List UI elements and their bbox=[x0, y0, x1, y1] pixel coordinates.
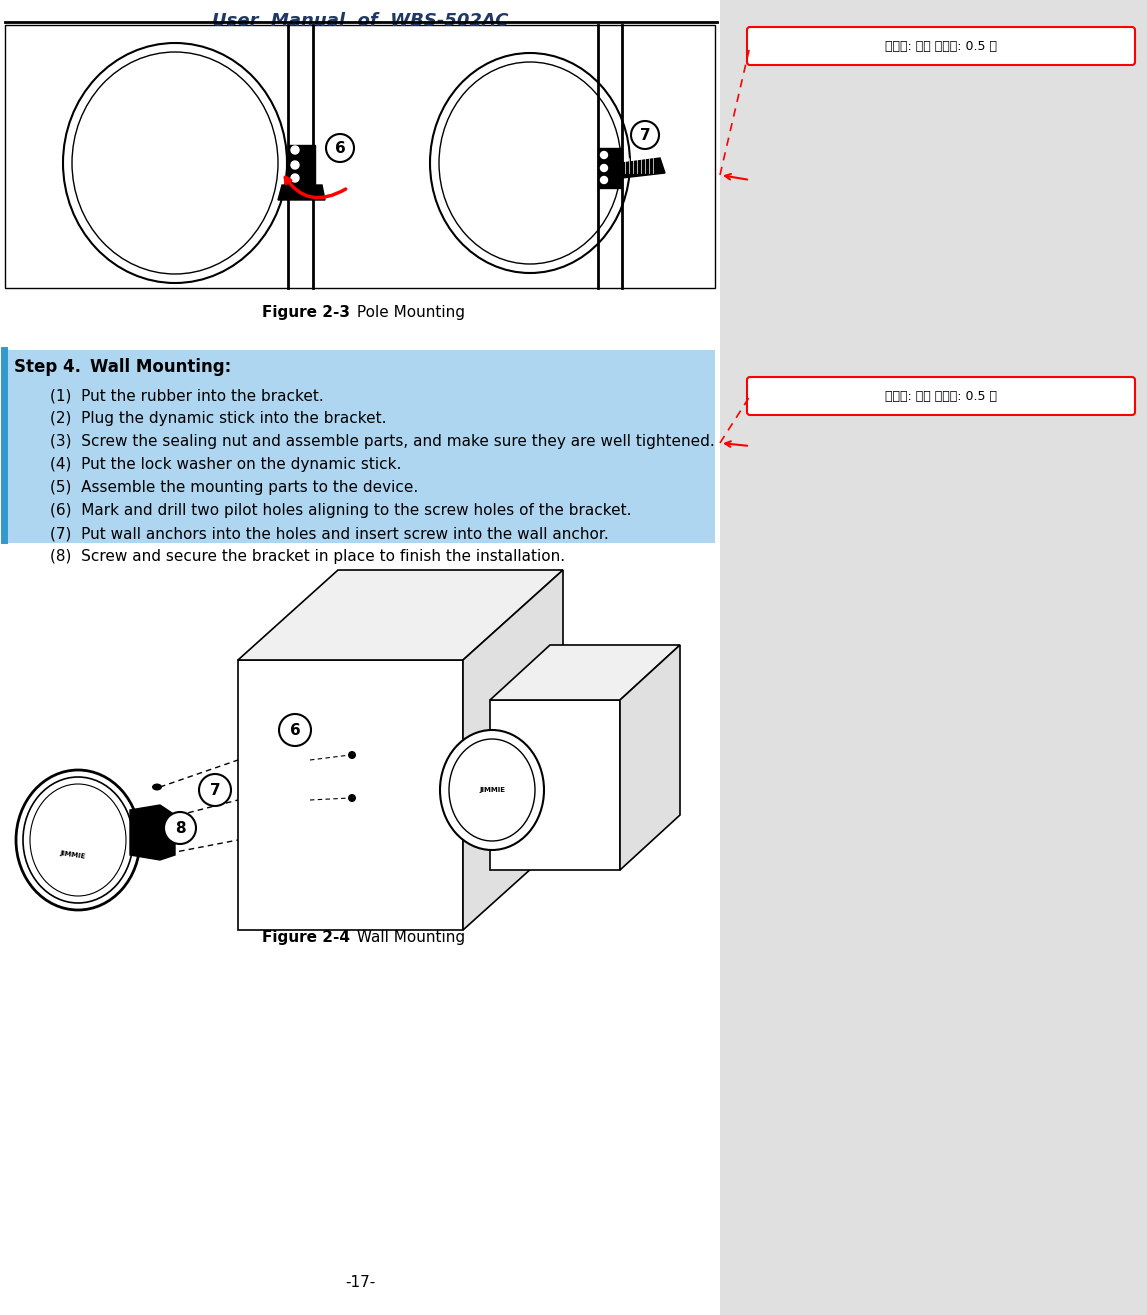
FancyBboxPatch shape bbox=[747, 28, 1136, 64]
Ellipse shape bbox=[153, 852, 162, 859]
FancyBboxPatch shape bbox=[720, 0, 1147, 1315]
Circle shape bbox=[631, 121, 660, 149]
Text: 6: 6 bbox=[335, 141, 345, 155]
Text: (3)  Screw the sealing nut and assemble parts, and make sure they are well tight: (3) Screw the sealing nut and assemble p… bbox=[50, 434, 715, 448]
Ellipse shape bbox=[153, 817, 162, 823]
Ellipse shape bbox=[440, 730, 544, 849]
Polygon shape bbox=[490, 700, 621, 871]
Text: 7: 7 bbox=[210, 782, 220, 797]
Circle shape bbox=[348, 794, 356, 802]
Circle shape bbox=[291, 160, 299, 170]
Text: 格式化: 間距 套用前: 0.5 行: 格式化: 間距 套用前: 0.5 行 bbox=[885, 39, 997, 53]
Circle shape bbox=[291, 146, 299, 154]
FancyBboxPatch shape bbox=[747, 377, 1136, 416]
Ellipse shape bbox=[153, 784, 162, 790]
Text: (8)  Screw and secure the bracket in place to finish the installation.: (8) Screw and secure the bracket in plac… bbox=[50, 548, 565, 564]
Circle shape bbox=[348, 751, 356, 759]
Text: 格式化: 間距 套用前: 0.5 行: 格式化: 間距 套用前: 0.5 行 bbox=[885, 389, 997, 402]
Text: Wall Mounting:: Wall Mounting: bbox=[89, 358, 232, 376]
Text: (6)  Mark and drill two pilot holes aligning to the screw holes of the bracket.: (6) Mark and drill two pilot holes align… bbox=[50, 504, 632, 518]
Polygon shape bbox=[288, 145, 315, 185]
Circle shape bbox=[601, 151, 608, 159]
Circle shape bbox=[164, 811, 196, 844]
Text: (7)  Put wall anchors into the holes and insert screw into the wall anchor.: (7) Put wall anchors into the holes and … bbox=[50, 526, 609, 540]
Text: JIMMIE: JIMMIE bbox=[479, 786, 505, 793]
Text: User  Manual  of  WBS-502AC: User Manual of WBS-502AC bbox=[212, 12, 508, 30]
Polygon shape bbox=[490, 644, 680, 700]
Text: Figure 2-4: Figure 2-4 bbox=[262, 930, 350, 945]
Polygon shape bbox=[463, 569, 563, 930]
Polygon shape bbox=[278, 185, 325, 200]
Text: Step 4.: Step 4. bbox=[14, 358, 81, 376]
Polygon shape bbox=[237, 569, 563, 660]
Text: Figure 2-3: Figure 2-3 bbox=[262, 305, 350, 320]
Circle shape bbox=[601, 176, 608, 184]
Circle shape bbox=[291, 174, 299, 181]
Text: JIMMIE: JIMMIE bbox=[60, 851, 86, 860]
Text: (4)  Put the lock washer on the dynamic stick.: (4) Put the lock washer on the dynamic s… bbox=[50, 458, 401, 472]
Text: 7: 7 bbox=[640, 128, 650, 142]
Text: (2)  Plug the dynamic stick into the bracket.: (2) Plug the dynamic stick into the brac… bbox=[50, 412, 387, 426]
Circle shape bbox=[198, 775, 231, 806]
Text: Pole Mounting: Pole Mounting bbox=[352, 305, 465, 320]
Text: (5)  Assemble the mounting parts to the device.: (5) Assemble the mounting parts to the d… bbox=[50, 480, 419, 494]
Polygon shape bbox=[621, 644, 680, 871]
Ellipse shape bbox=[16, 771, 140, 910]
Polygon shape bbox=[237, 660, 463, 930]
Text: (1)  Put the rubber into the bracket.: (1) Put the rubber into the bracket. bbox=[50, 388, 323, 402]
Text: 8: 8 bbox=[174, 821, 186, 835]
Text: -17-: -17- bbox=[345, 1276, 375, 1290]
Text: Wall Mounting: Wall Mounting bbox=[352, 930, 466, 945]
FancyBboxPatch shape bbox=[5, 350, 715, 543]
Circle shape bbox=[279, 714, 311, 746]
Circle shape bbox=[601, 164, 608, 171]
Polygon shape bbox=[130, 805, 175, 860]
Circle shape bbox=[326, 134, 354, 162]
Text: 6: 6 bbox=[290, 722, 301, 738]
FancyBboxPatch shape bbox=[5, 25, 715, 288]
Polygon shape bbox=[598, 149, 622, 188]
Polygon shape bbox=[622, 158, 665, 178]
